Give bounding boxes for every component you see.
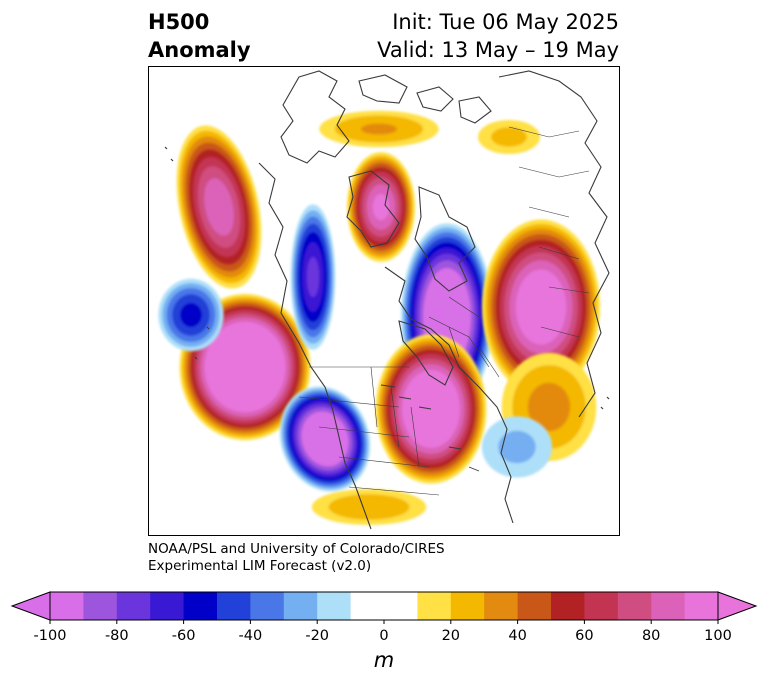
anomaly-center [290,204,336,350]
anomaly-center [481,219,601,395]
colorbar-segment [183,592,218,620]
mediterranean-outline [398,320,454,386]
anomaly-map [158,70,610,530]
colorbar-segment [50,592,84,620]
colorbar-tick-label: 0 [379,628,389,644]
colorbar-tick-label: -100 [33,628,67,644]
colorbar-segment [551,592,585,620]
colorbar-segment [150,592,184,620]
north-america-west-coastline [258,162,372,530]
colorbar-segment [484,592,518,620]
credit-line-2: Experimental LIM Forecast (v2.0) [148,558,372,574]
colorbar-tick-label: -80 [104,628,129,644]
contour-band [361,123,397,135]
anomaly-center [176,125,262,289]
contour-band [527,382,571,432]
colorbar-tick-label: 20 [441,628,461,644]
europe-coastline [414,186,476,292]
colorbar-segment [83,592,118,620]
colorbar-segment [584,592,619,620]
pacific-islands [164,146,610,410]
map-panel [148,66,620,536]
colorbar-tick-labels: -100 -80 -60 -40 -20 0 20 40 60 80 100 [0,628,768,648]
anomaly-center [319,110,439,148]
title-line-2: Anomaly [148,38,251,62]
anomaly-center [481,416,553,478]
colorbar-segment [384,592,418,620]
colorbar-segment [517,592,552,620]
contour-band [524,282,558,332]
colorbar-max-extend-arrow [717,591,758,621]
country-borders [298,366,440,496]
contour-band [372,193,390,221]
hudson-bay-outline [346,170,400,248]
colorbar-tick-label: 40 [508,628,527,644]
colorbar-tick-label: -40 [238,628,263,644]
colorbar-segment [116,592,151,620]
anomaly-center [346,152,416,262]
anomaly-center [501,352,597,462]
colorbar-segment [651,592,685,620]
colorbar-segment [317,592,351,620]
asia-borders [428,296,500,378]
contour-band [328,494,410,520]
colorbar-tick-label: 80 [641,628,661,644]
valid-date-label: Valid: 13 May – 19 May [377,38,619,62]
colorbar-tick-label: 60 [575,628,594,644]
init-date-label: Init: Tue 06 May 2025 [392,10,619,34]
colorbar-segment [450,592,485,620]
colorbar-tick-label: -20 [305,628,330,644]
contour-band [204,178,234,236]
land-outlines [164,70,610,530]
contour-band [180,302,202,328]
north-america-east-coastline [384,266,514,524]
forecast-credit: NOAA/PSL and University of Colorado/CIRE… [148,541,445,575]
colorbar-segment [283,592,318,620]
contour-band [226,346,264,388]
colorbar-segment [417,592,452,620]
eurasia-coastline [498,70,610,418]
contour-band [498,430,536,464]
anomaly-center [158,278,224,352]
colorbar-segment [684,592,719,620]
credit-line-1: NOAA/PSL and University of Colorado/CIRE… [148,541,445,557]
anomaly-center [478,120,540,154]
title-line-1: H500 [148,10,210,34]
colorbar-units-label: m [373,648,395,672]
map-title: H500 Anomaly [148,8,251,64]
contour-band [433,288,461,346]
forecast-dates: Init: Tue 06 May 2025 Valid: 13 May – 19… [377,8,619,64]
colorbar-segment [217,592,251,620]
contour-band [311,423,339,455]
contour-band [306,256,320,298]
colorbar [10,591,758,624]
anomaly-center [311,489,427,525]
colorbar-segment [350,592,385,620]
anomaly-field [158,110,601,525]
colorbar-segment [250,592,285,620]
colorbar-tick-label: -60 [171,628,196,644]
anomaly-center [279,386,371,492]
colorbar-min-extend-arrow [10,591,51,621]
colorbar-tick-label: 100 [704,628,732,644]
arctic-coastline [280,70,350,164]
colorbar-segment [617,592,652,620]
arctic-islands [358,74,492,124]
eurasia-borders [508,126,590,338]
contour-band [491,127,527,147]
caribbean-islands [380,384,480,472]
